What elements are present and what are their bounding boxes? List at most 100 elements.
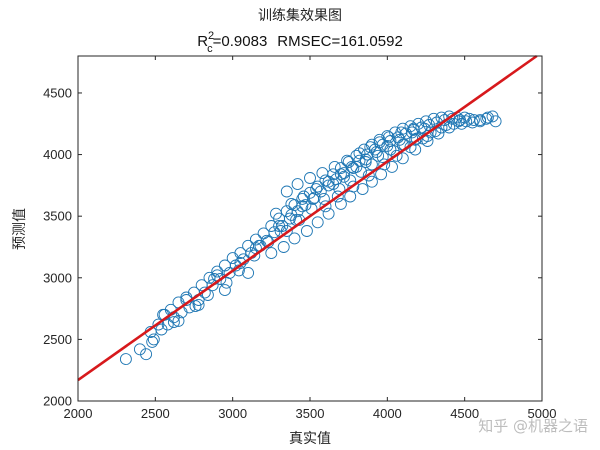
data-point [424, 126, 437, 139]
data-point [347, 162, 360, 175]
data-point [322, 175, 335, 188]
data-point [489, 115, 502, 128]
y-tick-label: 3000 [43, 270, 72, 285]
data-point [242, 266, 255, 279]
data-point [382, 131, 395, 144]
data-point [220, 276, 233, 289]
data-point [270, 207, 282, 220]
data-point [300, 225, 313, 237]
data-point [344, 190, 357, 203]
data-point [447, 117, 460, 130]
data-point [319, 200, 332, 213]
data-point [316, 167, 329, 180]
data-point [338, 170, 350, 183]
data-point [347, 180, 360, 193]
axes-ticks: 2000 2500 3000 3500 4000 4500 5000 2000 2500 3000… [43, 56, 556, 421]
data-point [310, 183, 323, 196]
y-tick-label: 4500 [43, 85, 72, 100]
x-tick-label: 2000 [64, 406, 93, 421]
data-point [365, 158, 378, 171]
data-point [375, 168, 388, 181]
data-point [291, 178, 304, 191]
data-point [466, 116, 479, 129]
data-point [189, 300, 202, 313]
data-point [365, 175, 378, 188]
data-point [172, 314, 185, 327]
data-point [119, 353, 132, 366]
data-point [285, 197, 298, 210]
data-point [334, 168, 347, 181]
data-point [355, 165, 367, 178]
data-point [409, 133, 422, 146]
data-point [443, 121, 456, 134]
x-tick-label: 4500 [450, 406, 479, 421]
data-point [331, 190, 344, 203]
data-point [140, 348, 153, 361]
data-point [311, 216, 324, 229]
data-point [396, 152, 409, 165]
x-tick-label: 4000 [373, 406, 402, 421]
data-point [133, 343, 146, 356]
data-point [376, 151, 389, 163]
data-point [248, 249, 261, 262]
y-axis-label: 预测值 [12, 208, 28, 250]
data-point [384, 143, 397, 156]
data-point [378, 158, 391, 171]
data-point [359, 153, 372, 166]
data-point [474, 114, 487, 127]
data-point [161, 318, 174, 331]
x-tick-label: 2500 [141, 406, 170, 421]
data-point [167, 316, 180, 329]
data-point [362, 169, 375, 182]
data-point [297, 190, 310, 203]
data-point [155, 323, 168, 336]
data-point [288, 232, 301, 245]
data-point [432, 127, 445, 140]
data-point [291, 205, 304, 218]
data-point [467, 114, 480, 127]
data-point [206, 279, 219, 292]
y-tick-label: 2000 [43, 394, 72, 409]
r2-subscript: c [207, 43, 213, 55]
data-point [147, 333, 160, 346]
x-tick-label: 5000 [528, 406, 557, 421]
data-point [214, 273, 227, 285]
data-point [395, 126, 408, 139]
data-point [322, 207, 335, 220]
data-point [481, 111, 494, 124]
data-point [268, 226, 281, 239]
data-point [341, 154, 354, 167]
data-point [353, 147, 366, 160]
data-point [372, 149, 385, 162]
data-point [334, 197, 347, 210]
data-point [226, 252, 239, 265]
y-tick-label: 2500 [43, 332, 72, 347]
data-point [381, 139, 394, 152]
fit-line-layer [77, 54, 538, 382]
r2-value: =0.9083 [213, 33, 268, 50]
y-tick-label: 4000 [43, 147, 72, 162]
data-point [344, 174, 357, 187]
plot-marks [119, 110, 502, 366]
data-point [198, 286, 211, 299]
data-point [273, 220, 286, 232]
data-point [322, 179, 335, 192]
data-point [304, 172, 316, 184]
data-point [345, 160, 358, 173]
x-tick-label: 3500 [296, 406, 325, 421]
data-point [373, 136, 386, 149]
r2-prefix: R [197, 33, 208, 50]
rmse-value: RMSEC=161.0592 [277, 33, 403, 50]
data-point [328, 160, 341, 173]
data-point [277, 241, 290, 253]
r2-superscript: 2 [208, 30, 214, 42]
data-point [242, 239, 255, 252]
chart-metrics: R2 c=0.9083 RMSEC=161.0592 [197, 30, 403, 55]
watermark: 知乎 @机器之语 [478, 417, 588, 435]
y-tick-label: 3500 [43, 209, 72, 224]
data-point [211, 265, 224, 278]
data-point [386, 160, 398, 173]
data-point [317, 192, 330, 205]
data-point [407, 122, 420, 135]
